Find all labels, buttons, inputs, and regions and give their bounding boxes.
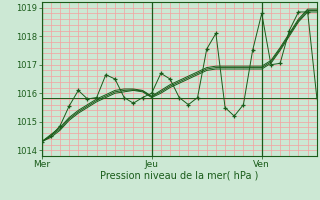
X-axis label: Pression niveau de la mer( hPa ): Pression niveau de la mer( hPa ) bbox=[100, 171, 258, 181]
